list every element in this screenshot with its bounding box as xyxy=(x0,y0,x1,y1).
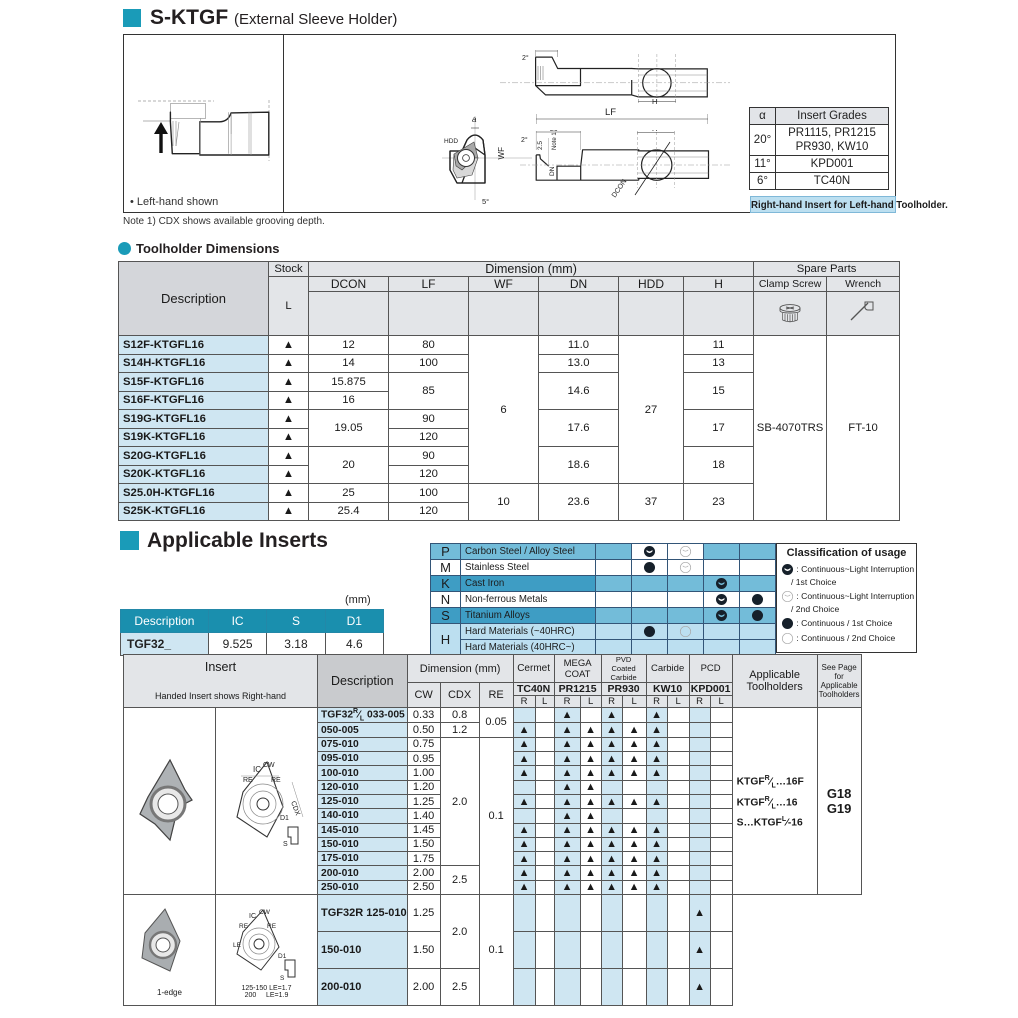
svg-text:H: H xyxy=(652,97,657,104)
svg-text:DCON: DCON xyxy=(611,178,629,199)
svg-text:2°: 2° xyxy=(522,54,529,62)
svg-text:5°: 5° xyxy=(482,197,489,206)
svg-text:DN: DN xyxy=(549,166,556,176)
svg-text:IC: IC xyxy=(253,765,261,774)
svg-text:RE: RE xyxy=(239,923,249,930)
svg-text:2.5: 2.5 xyxy=(537,141,544,150)
svg-text:2°: 2° xyxy=(521,136,528,144)
svg-text:RE: RE xyxy=(243,777,253,784)
svg-text:D1: D1 xyxy=(280,815,289,822)
svg-text:S: S xyxy=(280,975,285,982)
svg-text:a: a xyxy=(472,115,477,124)
svg-text:LE: LE xyxy=(233,942,242,949)
svg-text:CW: CW xyxy=(259,909,271,916)
svg-text:IC: IC xyxy=(249,913,256,920)
svg-text:D1: D1 xyxy=(278,953,287,960)
svg-text:12: 12 xyxy=(540,48,548,49)
svg-text:CW: CW xyxy=(263,762,275,769)
svg-text:RE: RE xyxy=(267,923,277,930)
svg-text:HDD: HDD xyxy=(444,138,458,145)
svg-text:S: S xyxy=(283,841,288,847)
svg-text:RE: RE xyxy=(271,777,281,784)
svg-text:H: H xyxy=(652,130,657,133)
svg-text:Note 1: Note 1 xyxy=(552,132,558,150)
svg-text:CDX: CDX xyxy=(289,800,301,817)
